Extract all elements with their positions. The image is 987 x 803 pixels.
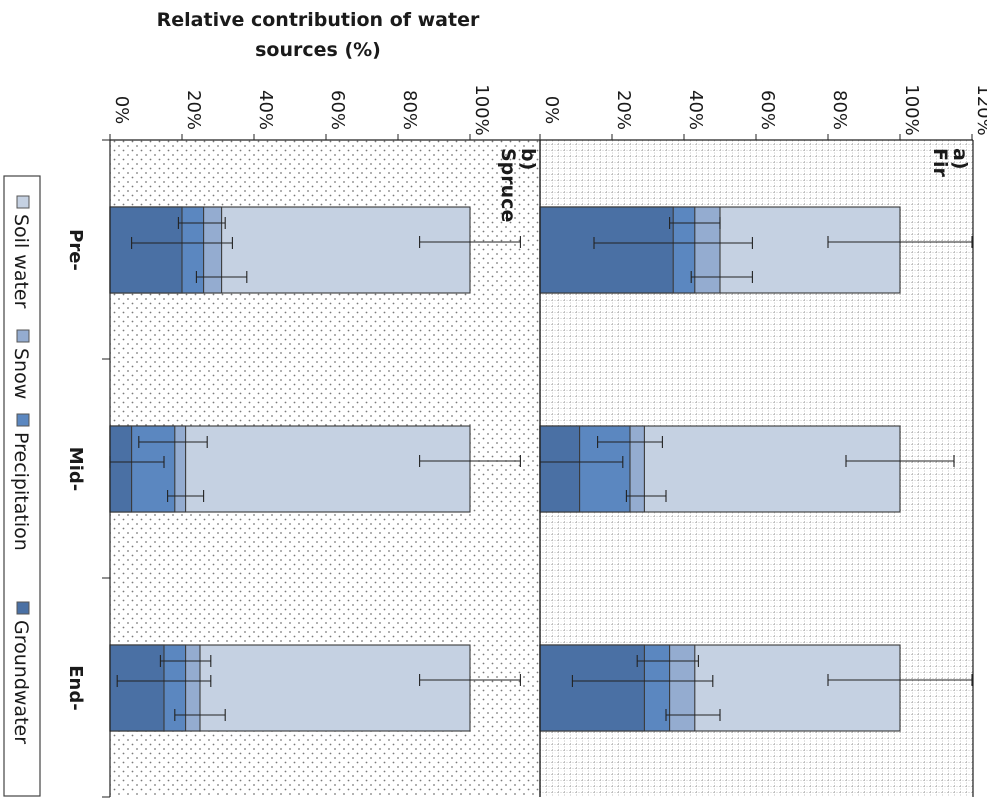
tick-label-fir-4: 80%: [829, 90, 850, 130]
tick-label-fir-1: 20%: [613, 90, 634, 130]
category-label-end: End-: [65, 665, 86, 710]
error-bar-layer: [109, 217, 973, 721]
panel-species-fir: Fir: [929, 148, 951, 177]
legend-swatch-soil-water: [16, 195, 30, 209]
tick-label-fir-0: 0%: [541, 96, 562, 125]
category-label-pre: Pre-: [65, 229, 86, 271]
panel-label-fir: a): [949, 148, 971, 170]
legend: Soil water Snow Precipitation Groundwater: [3, 175, 41, 797]
legend-label-precipitation: Precipitation: [10, 432, 32, 551]
tick-label-fir-3: 60%: [757, 90, 778, 130]
legend-box: [3, 175, 41, 797]
bar-spruce-mid-groundwater: [109, 425, 133, 513]
legend-label-groundwater: Groundwater: [10, 620, 32, 744]
labels-layer: 0% 20% 40% 60% 80% 100% 120%a)Fir 0% 20% 40% 60% 80…: [65, 84, 987, 710]
category-label-mid: Mid-: [65, 447, 86, 491]
tick-label-spruce-5: 100%: [471, 84, 492, 135]
bar-layer: [109, 206, 901, 732]
tick-label-spruce-4: 80%: [399, 90, 420, 130]
axes-layer: [102, 134, 974, 798]
legend-swatch-snow: [16, 329, 30, 343]
tick-label-spruce-3: 60%: [327, 90, 348, 130]
bar-fir-end-groundwater: [539, 644, 645, 732]
legend-label-snow: Snow: [10, 348, 32, 399]
legend-swatch-precipitation: [16, 413, 30, 427]
panel-label-spruce: b): [517, 148, 539, 170]
bar-fir-mid-groundwater: [539, 425, 581, 513]
bar-spruce-pre-groundwater: [109, 206, 183, 294]
bar-spruce-end-groundwater: [109, 644, 165, 732]
tick-label-spruce-2: 40%: [255, 90, 276, 130]
panel-species-spruce: Spruce: [497, 148, 519, 222]
legend-label-soil-water: Soil water: [10, 214, 32, 309]
chart-title-line-2: sources (%): [255, 39, 381, 61]
legend-swatch-groundwater: [16, 601, 30, 615]
tick-label-spruce-1: 20%: [183, 90, 204, 130]
chart-title: Relative contribution of water: [157, 9, 480, 31]
tick-label-fir-5: 100%: [901, 84, 922, 135]
tick-label-fir-2: 40%: [685, 90, 706, 130]
tick-label-fir-6: 120%: [973, 84, 987, 135]
tick-label-spruce-0: 0%: [111, 96, 132, 125]
bar-fir-pre-groundwater: [539, 206, 674, 294]
